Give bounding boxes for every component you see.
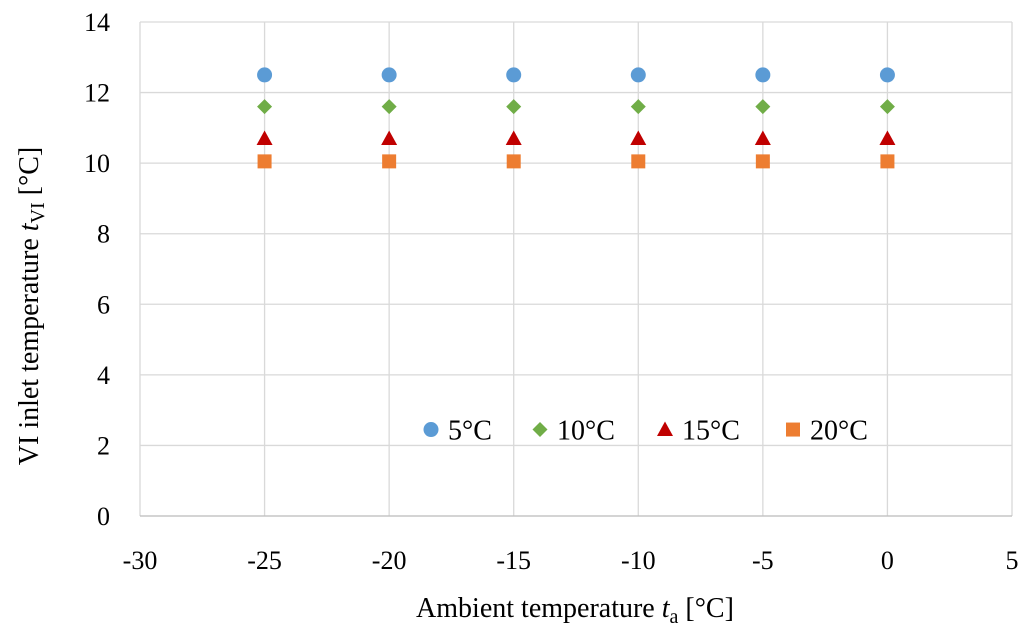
data-point-circle: [630, 67, 646, 83]
y-tick-label: 4: [97, 361, 110, 390]
legend: 5°C 10°C 15°C 20°C: [423, 416, 868, 447]
y-tick-label: 6: [97, 290, 110, 319]
legend-label: 5°C: [448, 416, 492, 447]
data-point-triangle: [505, 130, 522, 145]
data-point-triangle: [754, 130, 771, 145]
data-point-diamond: [506, 99, 522, 115]
x-tick-labels: -30 -25 -20 -15 -10 -5 0 5: [123, 546, 1019, 575]
data-point-triangle: [381, 130, 398, 145]
legend-marker-circle: [423, 422, 439, 438]
data-point-square: [631, 154, 646, 169]
data-point-diamond: [257, 99, 273, 115]
data-point-square: [382, 154, 397, 169]
y-tick-label: 0: [97, 502, 110, 531]
legend-label: 20°C: [810, 416, 868, 447]
data-point-diamond: [381, 99, 397, 115]
data-point-square: [880, 154, 895, 169]
x-tick-label: -15: [496, 546, 531, 575]
x-tick-label: -25: [247, 546, 282, 575]
y-tick-label: 8: [97, 220, 110, 249]
y-tick-label: 2: [97, 431, 110, 460]
x-tick-label: -30: [123, 546, 158, 575]
data-points: [256, 67, 896, 169]
data-point-diamond: [630, 99, 646, 115]
x-tick-label: 0: [881, 546, 894, 575]
data-point-circle: [381, 67, 397, 83]
data-point-square: [755, 154, 770, 169]
data-point-circle: [879, 67, 895, 83]
y-tick-label: 12: [84, 79, 110, 108]
y-axis-title: VI inlet temperature tVI [°C]: [14, 147, 49, 465]
data-point-triangle: [256, 130, 273, 145]
x-tick-label: -5: [752, 546, 774, 575]
legend-marker-diamond: [532, 422, 548, 438]
y-tick-label: 10: [84, 149, 110, 178]
data-point-square: [506, 154, 521, 169]
x-tick-label: -10: [621, 546, 656, 575]
data-point-square: [257, 154, 272, 169]
legend-marker-square: [786, 422, 800, 437]
x-axis-title: Ambient temperature ta [°C]: [416, 593, 734, 628]
x-tick-label: -20: [372, 546, 407, 575]
data-point-diamond: [879, 99, 895, 115]
data-point-circle: [755, 67, 771, 83]
data-point-circle: [257, 67, 273, 83]
data-point-triangle: [879, 130, 896, 145]
legend-label: 10°C: [557, 416, 615, 447]
data-point-diamond: [755, 99, 771, 115]
legend-label: 15°C: [682, 416, 740, 447]
y-tick-labels: 0 2 4 6 8 10 12 14: [84, 8, 110, 531]
data-point-circle: [506, 67, 522, 83]
data-point-triangle: [630, 130, 647, 145]
legend-marker-triangle: [657, 421, 673, 437]
x-tick-label: 5: [1006, 546, 1019, 575]
y-tick-label: 14: [84, 8, 110, 37]
